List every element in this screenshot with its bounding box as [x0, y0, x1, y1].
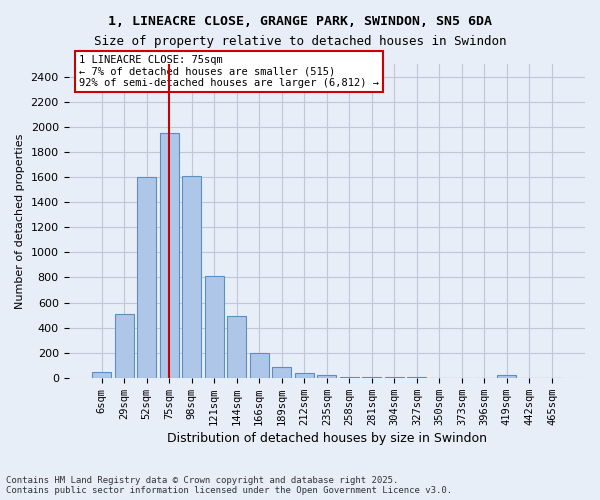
Bar [227, 316, 246, 378]
Bar [362, 377, 382, 378]
Text: Size of property relative to detached houses in Swindon: Size of property relative to detached ho… [94, 35, 506, 48]
Bar [182, 176, 201, 378]
Bar [160, 133, 179, 378]
Bar [497, 374, 517, 378]
Bar [340, 376, 359, 378]
Bar [137, 177, 156, 378]
Y-axis label: Number of detached properties: Number of detached properties [15, 134, 25, 308]
Text: 1, LINEACRE CLOSE, GRANGE PARK, SWINDON, SN5 6DA: 1, LINEACRE CLOSE, GRANGE PARK, SWINDON,… [108, 15, 492, 28]
Bar [92, 372, 111, 378]
Bar [205, 276, 224, 378]
Bar [272, 366, 291, 378]
Text: Contains HM Land Registry data © Crown copyright and database right 2025.
Contai: Contains HM Land Registry data © Crown c… [6, 476, 452, 495]
Bar [317, 376, 337, 378]
Bar [295, 373, 314, 378]
Text: 1 LINEACRE CLOSE: 75sqm
← 7% of detached houses are smaller (515)
92% of semi-de: 1 LINEACRE CLOSE: 75sqm ← 7% of detached… [79, 55, 379, 88]
X-axis label: Distribution of detached houses by size in Swindon: Distribution of detached houses by size … [167, 432, 487, 445]
Bar [250, 352, 269, 378]
Bar [115, 314, 134, 378]
